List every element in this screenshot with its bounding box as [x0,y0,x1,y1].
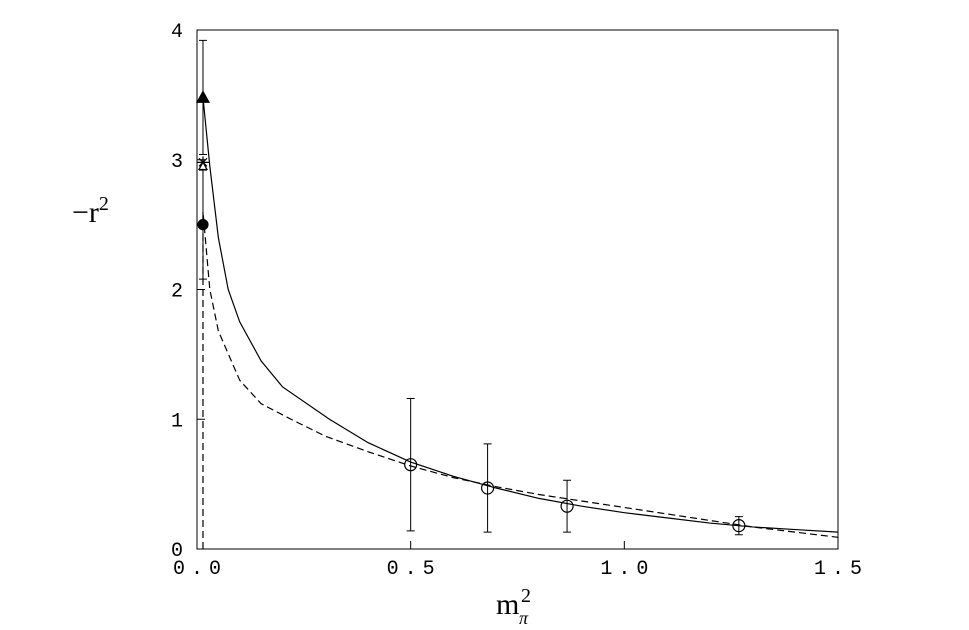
x-label-sub: π [519,608,529,628]
plot-frame [196,29,839,550]
x-label-base: m [496,588,519,621]
y-tick-label: 3 [171,151,189,174]
y-label-sup: 2 [99,193,109,215]
x-label-sup: 2 [521,585,531,607]
x-tick-label: 1.0 [600,558,654,581]
marker [560,499,574,513]
error-bar [406,397,415,532]
x-tick-label: 0.0 [173,558,227,581]
y-axis-label: −r2 [72,193,109,229]
y-tick-label: 2 [171,281,189,304]
x-tick-label: 1.5 [814,558,868,581]
curve [202,211,839,549]
y-tick-label: 0 [171,540,189,563]
x-axis-label: m2 π [496,585,531,628]
error-bar [563,479,572,533]
y-tick-label: 4 [171,21,189,44]
x-tick-label: 0.5 [387,558,441,581]
y-tick-label: 1 [171,410,189,433]
error-bar [483,443,492,533]
marker [197,161,209,171]
curve [202,97,839,533]
marker [480,481,495,495]
y-label-base: −r [72,196,99,229]
